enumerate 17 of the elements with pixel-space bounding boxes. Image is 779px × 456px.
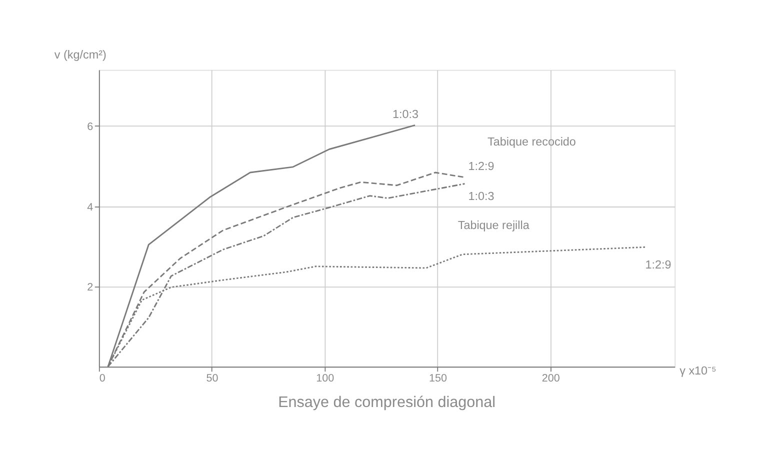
y-axis-title: v (kg/cm²) — [54, 48, 106, 62]
text: Ensaye de compresión diagonal — [278, 394, 496, 412]
x-tick-label: 0 — [99, 372, 106, 385]
x-tick-label: 200 — [542, 372, 560, 385]
series-label: 1:2:9 — [468, 160, 494, 174]
series-label: 1:0:3 — [392, 108, 419, 121]
series-label: 1:2:9 — [645, 258, 672, 272]
y-tick-label: 6 — [87, 121, 94, 134]
x-axis-title: γ x10⁻⁵ — [680, 364, 717, 378]
y-tick-label: 4 — [87, 201, 94, 214]
annotation: Tabique recocido — [488, 135, 576, 148]
series-label: 1:0:3 — [468, 190, 494, 203]
x-tick-label: 100 — [316, 372, 334, 385]
y-tick-label: 2 — [87, 281, 94, 294]
x-tick-label: 50 — [206, 372, 218, 385]
annotation: Tabique rejilla — [458, 219, 530, 232]
x-tick-label: 150 — [429, 372, 448, 385]
